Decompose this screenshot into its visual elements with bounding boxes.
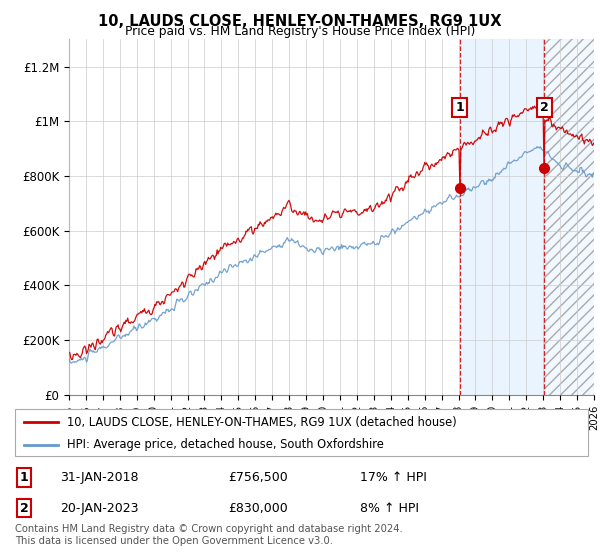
Text: Contains HM Land Registry data © Crown copyright and database right 2024.
This d: Contains HM Land Registry data © Crown c… [15, 524, 403, 546]
Text: 20-JAN-2023: 20-JAN-2023 [60, 502, 139, 515]
Bar [460, 39, 544, 395]
Bar [544, 39, 594, 395]
Bar [544, 39, 594, 395]
Text: 10, LAUDS CLOSE, HENLEY-ON-THAMES, RG9 1UX (detached house): 10, LAUDS CLOSE, HENLEY-ON-THAMES, RG9 1… [67, 416, 457, 428]
Text: 1: 1 [455, 101, 464, 114]
Text: 2: 2 [539, 101, 548, 114]
Text: 10, LAUDS CLOSE, HENLEY-ON-THAMES, RG9 1UX: 10, LAUDS CLOSE, HENLEY-ON-THAMES, RG9 1… [98, 14, 502, 29]
Text: £756,500: £756,500 [228, 471, 288, 484]
Bar [544, 39, 594, 395]
Text: 2: 2 [20, 502, 28, 515]
Text: 31-JAN-2018: 31-JAN-2018 [60, 471, 139, 484]
Text: Price paid vs. HM Land Registry's House Price Index (HPI): Price paid vs. HM Land Registry's House … [125, 25, 475, 38]
Text: 17% ↑ HPI: 17% ↑ HPI [360, 471, 427, 484]
Text: HPI: Average price, detached house, South Oxfordshire: HPI: Average price, detached house, Sout… [67, 438, 383, 451]
Text: 1: 1 [20, 471, 28, 484]
Text: 8% ↑ HPI: 8% ↑ HPI [360, 502, 419, 515]
Text: £830,000: £830,000 [228, 502, 288, 515]
